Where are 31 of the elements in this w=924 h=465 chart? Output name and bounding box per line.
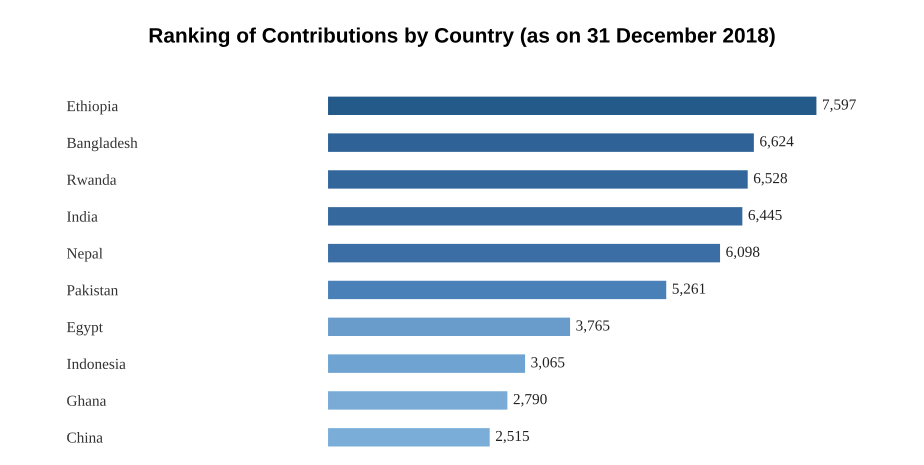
data-label: 6,098 [726,246,760,260]
bar [328,207,742,226]
data-label: 3,765 [576,320,610,333]
y-tick-label: Rwanda [66,174,116,185]
bar [328,280,666,300]
y-tick-label: Ghana [67,395,106,406]
bar [328,428,490,446]
data-label: 6,528 [754,172,788,186]
y-tick-label: Ethiopia [66,100,118,114]
bar [328,96,816,116]
bar [328,354,526,373]
bar [328,391,508,410]
data-label: 7,597 [822,99,856,112]
data-label: 6,445 [748,210,782,222]
y-tick-label: India [67,210,98,222]
y-tick-label: Egypt [66,322,103,336]
chart-title: Ranking of Contributions by Country (as on 31 December 2018) [150,27,775,47]
y-tick-label: Pakistan [66,284,118,296]
y-tick-label: Indonesia [67,358,126,370]
bar [328,170,748,189]
data-label: 2,790 [514,394,547,406]
bar [328,318,570,336]
bar [328,133,754,152]
data-label: 6,624 [760,136,794,149]
data-label: 3,065 [531,357,564,370]
data-label: 5,261 [672,284,706,296]
y-tick-label: Nepal [66,248,103,262]
data-label: 2,515 [496,430,530,444]
bar [328,244,720,262]
y-tick-label: China [67,432,103,443]
y-tick-label: Bangladesh [66,137,138,152]
